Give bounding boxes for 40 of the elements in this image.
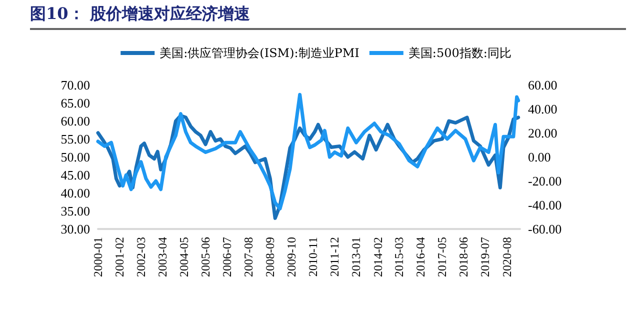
x-tick-label: 2008-09: [263, 237, 278, 277]
y-tick-label: 70.00: [60, 78, 90, 92]
x-tick-label: 2005-06: [198, 237, 213, 277]
y2-tick-label: -40.00: [528, 198, 562, 212]
y2-tick-label: 60.00: [528, 78, 558, 92]
x-tick-label: 2018-06: [456, 237, 471, 277]
y-tick-label: 45.00: [60, 168, 90, 182]
x-tick-label: 2000-01: [91, 237, 105, 277]
x-tick-label: 2015-03: [392, 237, 406, 277]
line-series: [96, 92, 520, 210]
x-tick-label: 2004-05: [177, 237, 192, 277]
x-tick-label: 2019-07: [478, 237, 492, 277]
x-tick-label: 2011-12: [328, 237, 342, 277]
y-tick-label: 55.00: [60, 132, 90, 146]
y2-tick-label: 0.00: [528, 150, 551, 164]
legend-label: 美国:500指数:同比: [408, 46, 512, 60]
x-tick-label: 2016-04: [414, 237, 428, 277]
x-tick-label: 2002-03: [134, 237, 148, 277]
y2-tick-label: -20.00: [528, 174, 562, 188]
x-tick-label: 2017-05: [435, 237, 450, 277]
y-tick-label: 30.00: [60, 222, 90, 236]
chart-title: 图10： 股价增速对应经济增速: [30, 4, 626, 30]
y-tick-label: 40.00: [60, 186, 90, 200]
x-tick-label: 2020-08: [500, 237, 514, 277]
y-tick-label: 65.00: [60, 96, 90, 110]
y2-tick-label: 40.00: [528, 102, 558, 116]
x-tick-label: 2013-01: [349, 237, 364, 277]
x-tick-label: 2006-07: [220, 237, 234, 277]
x-tick-label: 2003-04: [155, 237, 170, 277]
x-tick-label: 2010-11: [306, 237, 320, 277]
y-tick-label: 60.00: [60, 114, 90, 128]
x-tick-label: 2001-02: [112, 237, 127, 277]
x-tick-label: 2009-10: [284, 237, 299, 277]
x-tick-label: 2007-08: [242, 237, 256, 277]
y-tick-label: 50.00: [60, 150, 90, 164]
legend-label: 美国:供应管理协会(ISM):制造业PMI: [160, 46, 360, 60]
y2-tick-label: 20.00: [528, 126, 558, 140]
y2-tick-label: -60.00: [528, 222, 562, 236]
x-tick-label: 2014-02: [370, 237, 385, 277]
y-tick-label: 35.00: [60, 204, 90, 218]
